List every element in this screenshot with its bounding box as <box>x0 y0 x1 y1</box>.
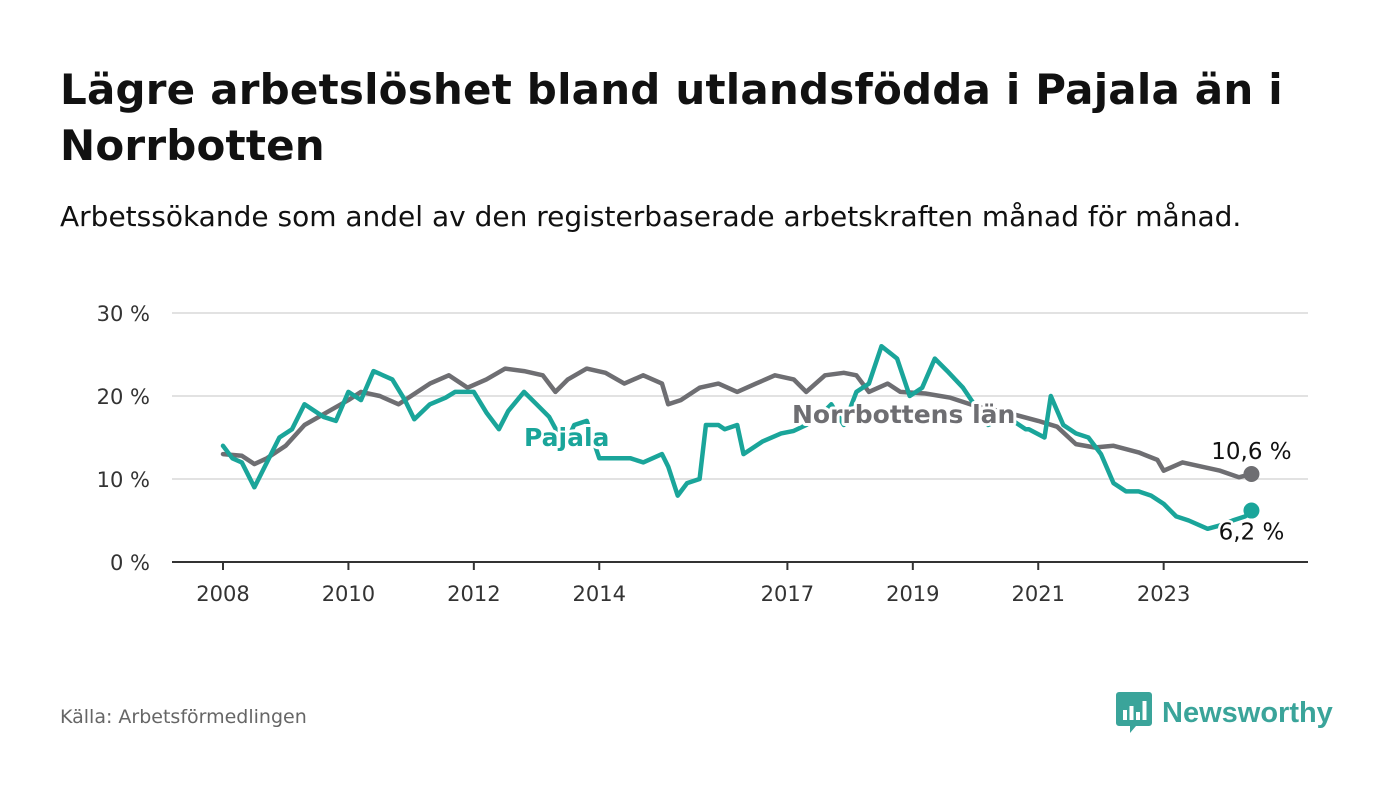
x-axis <box>172 561 1308 570</box>
x-tick-label: 2019 <box>886 582 939 606</box>
y-tick-label: 10 % <box>97 468 150 492</box>
newsworthy-logo-icon <box>1116 692 1152 733</box>
source-note: Källa: Arbetsförmedlingen <box>60 706 307 728</box>
x-axis-tick-labels: 2008 2010 2012 2014 2017 2019 2021 2023 <box>196 582 1190 606</box>
x-tick-label: 2014 <box>573 582 626 606</box>
page-title: Lägre arbetslöshet bland utlandsfödda i … <box>60 65 1283 170</box>
y-tick-label: 0 % <box>110 551 150 575</box>
series-label-norrbotten: Norrbottens län <box>792 400 1015 429</box>
brand-name: Newsworthy <box>1162 696 1333 729</box>
page-subtitle: Arbetssökande som andel av den registerb… <box>60 200 1242 233</box>
end-point-dot <box>1243 502 1260 519</box>
end-value-label: 6,2 % <box>1219 520 1285 546</box>
x-tick-label: 2023 <box>1137 582 1190 606</box>
x-tick-label: 2008 <box>196 582 249 606</box>
y-tick-label: 20 % <box>97 385 150 409</box>
series-line-norrbottens-l-n <box>220 366 1254 480</box>
x-tick-label: 2010 <box>322 582 375 606</box>
x-tick-label: 2012 <box>447 582 500 606</box>
series-lines <box>220 343 1254 532</box>
x-tick-label: 2021 <box>1012 582 1065 606</box>
y-tick-label: 30 % <box>97 302 150 326</box>
end-point-dot <box>1243 466 1260 483</box>
series-label-pajala: Pajala <box>524 423 609 452</box>
end-value-label: 10,6 % <box>1211 439 1291 465</box>
brand-logo[interactable]: Newsworthy <box>1116 690 1333 736</box>
series-line-pajala <box>220 343 1254 532</box>
series-labels: Norrbottens län Pajala 10,6 % 6,2 % <box>521 397 1294 548</box>
y-axis-tick-labels: 0 % 10 % 20 % 30 % <box>97 302 150 575</box>
x-tick-label: 2017 <box>761 582 814 606</box>
